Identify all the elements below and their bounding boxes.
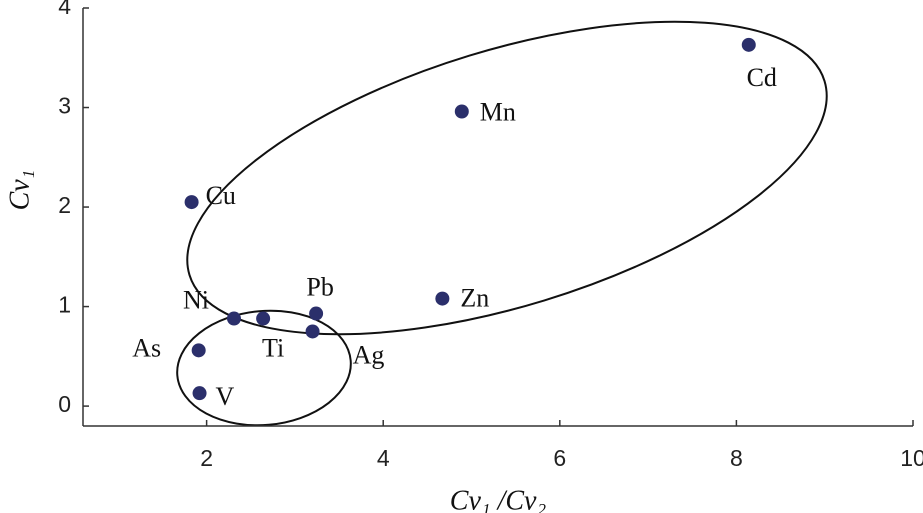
point-label: Mn — [480, 97, 516, 126]
x-axis-label: Cv₁ /Cv₂ — [450, 485, 547, 513]
x-tick-label: 4 — [377, 445, 390, 471]
y-tick-label: 2 — [58, 192, 71, 218]
point — [309, 306, 324, 321]
x-tick-label: 6 — [553, 445, 566, 471]
point-label: V — [216, 382, 235, 411]
point-label: Zn — [460, 284, 489, 313]
y-tick-label: 0 — [58, 391, 71, 417]
point — [226, 311, 241, 326]
point — [191, 343, 206, 358]
point — [256, 311, 271, 326]
point-label: Cu — [206, 181, 236, 210]
point — [192, 386, 207, 401]
point-label: Ni — [183, 285, 209, 314]
group-ellipse — [186, 20, 828, 336]
point-label: Ti — [262, 333, 284, 362]
point — [435, 291, 450, 306]
y-tick-label: 4 — [58, 0, 71, 19]
point-label: Pb — [306, 273, 333, 302]
x-tick-label: 8 — [730, 445, 743, 471]
x-tick-label: 10 — [900, 445, 923, 471]
point — [184, 195, 199, 210]
point — [305, 324, 320, 339]
y-tick-label: 3 — [58, 93, 71, 119]
point-label: Cd — [747, 63, 777, 92]
point — [454, 104, 469, 119]
group-ellipse — [176, 309, 352, 427]
y-tick-label: 1 — [58, 292, 71, 318]
point-label: Ag — [353, 340, 385, 369]
x-tick-label: 2 — [200, 445, 213, 471]
point-label: As — [132, 333, 161, 362]
point — [741, 37, 756, 52]
y-axis-label: Cv₁ — [4, 170, 35, 211]
